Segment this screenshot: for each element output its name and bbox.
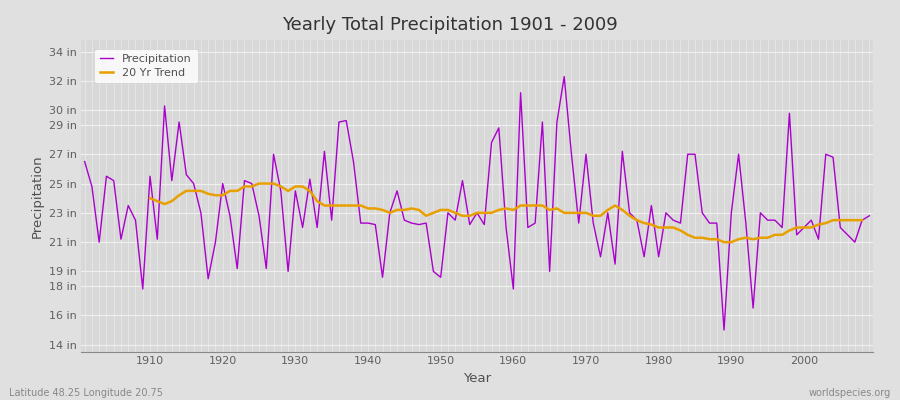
Precipitation <box>864 213 875 218</box>
Precipitation <box>718 328 729 332</box>
20 Yr Trend <box>254 181 265 186</box>
20 Yr Trend <box>711 237 722 242</box>
20 Yr Trend <box>319 203 329 208</box>
20 Yr Trend <box>370 206 381 211</box>
Text: Yearly Total Precipitation 1901 - 2009: Yearly Total Precipitation 1901 - 2009 <box>282 16 618 34</box>
Precipitation <box>500 225 511 230</box>
Y-axis label: Precipitation: Precipitation <box>31 154 43 238</box>
20 Yr Trend <box>857 218 868 222</box>
Precipitation <box>602 210 613 215</box>
20 Yr Trend <box>508 208 518 212</box>
20 Yr Trend <box>341 203 352 208</box>
20 Yr Trend <box>145 196 156 200</box>
Text: worldspecies.org: worldspecies.org <box>809 388 891 398</box>
Precipitation <box>297 225 308 230</box>
Precipitation <box>559 74 570 79</box>
Precipitation <box>138 287 148 292</box>
Precipitation <box>79 159 90 164</box>
Precipitation <box>508 287 518 292</box>
Line: Precipitation: Precipitation <box>85 77 869 330</box>
20 Yr Trend <box>718 240 729 244</box>
Legend: Precipitation, 20 Yr Trend: Precipitation, 20 Yr Trend <box>94 49 198 83</box>
X-axis label: Year: Year <box>463 372 491 385</box>
20 Yr Trend <box>530 203 541 208</box>
Text: Latitude 48.25 Longitude 20.75: Latitude 48.25 Longitude 20.75 <box>9 388 163 398</box>
Line: 20 Yr Trend: 20 Yr Trend <box>150 184 862 242</box>
Precipitation <box>341 118 352 123</box>
